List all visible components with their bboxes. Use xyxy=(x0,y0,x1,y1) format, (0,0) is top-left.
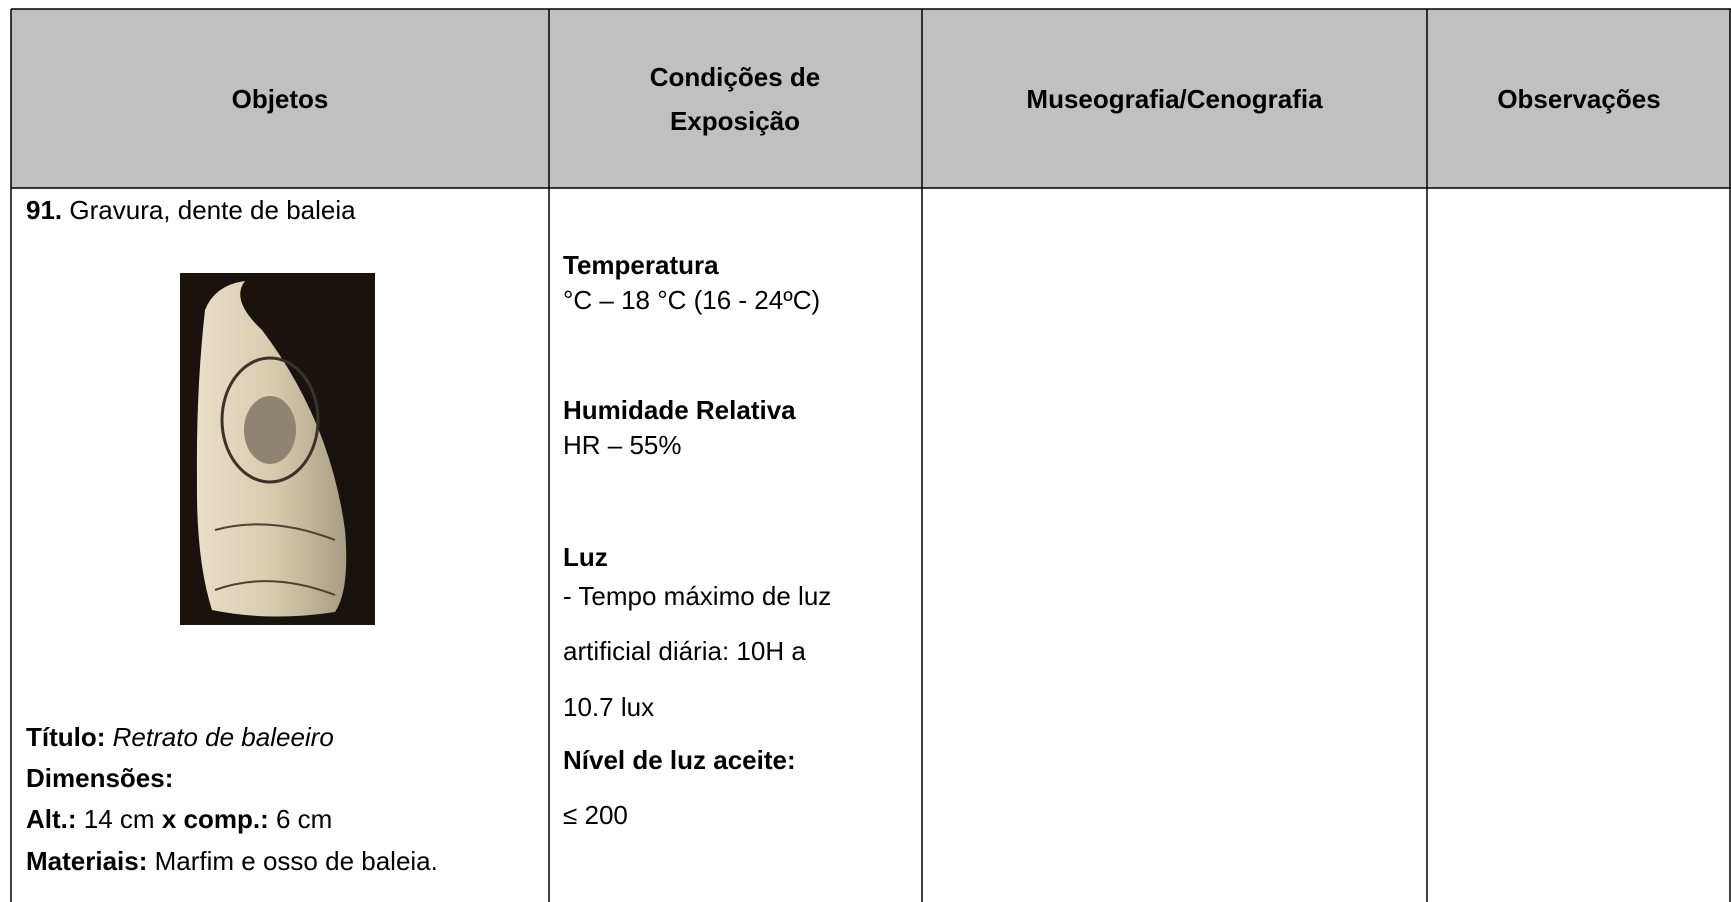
label: Alt.: xyxy=(26,804,77,834)
header-cell: Objetos xyxy=(231,83,329,114)
object-number: 91. xyxy=(26,195,63,225)
table-borders xyxy=(10,8,1731,902)
object-title: Título: Retrato de baleeiro xyxy=(26,722,334,752)
object-dimensions: Alt.: 14 cm x comp.: 6 cm xyxy=(26,804,332,834)
object-dimensions-label: Dimensões: xyxy=(26,763,173,793)
condition-label: Temperatura xyxy=(563,250,719,280)
condition-value: artificial diária: 10H a xyxy=(563,636,806,666)
condition-label: Nível de luz aceite: xyxy=(563,745,796,775)
label: Materiais: xyxy=(26,846,148,876)
condition-value: °C – 18 °C (16 - 24ºC) xyxy=(563,285,821,315)
value: Retrato de baleeiro xyxy=(112,722,334,752)
header-background xyxy=(11,9,1731,188)
condition-value: ≤ 200 xyxy=(563,800,628,830)
condition-value: 10.7 lux xyxy=(563,692,655,722)
label: Título: xyxy=(26,722,106,752)
condition-label: Luz xyxy=(563,542,608,572)
label: Temperatura xyxy=(563,250,719,280)
label: x comp.: xyxy=(161,804,269,834)
value: 14 cm xyxy=(83,804,155,834)
value: Marfim e osso de baleia. xyxy=(154,846,438,876)
condition-value: HR – 55% xyxy=(563,430,682,460)
header-cell: Condições de Exposição xyxy=(649,61,821,136)
object-materials: Materiais: Marfim e osso de baleia. xyxy=(26,846,438,876)
header-cell: Museografia/Cenografia xyxy=(1026,83,1323,114)
object-photo xyxy=(180,273,375,625)
condition-value: - Tempo máximo de luz xyxy=(563,581,832,611)
object-heading: 91. Gravura, dente de baleia xyxy=(26,195,356,225)
object-name: Gravura, dente de baleia xyxy=(69,195,356,225)
header-cell: Observações xyxy=(1497,83,1661,114)
label: Nível de luz aceite: xyxy=(563,745,796,775)
value: 6 cm xyxy=(275,804,333,834)
condition-label: Humidade Relativa xyxy=(563,395,796,425)
label: Humidade Relativa xyxy=(563,395,796,425)
label: Dimensões: xyxy=(26,763,174,793)
label: Luz xyxy=(563,542,608,572)
